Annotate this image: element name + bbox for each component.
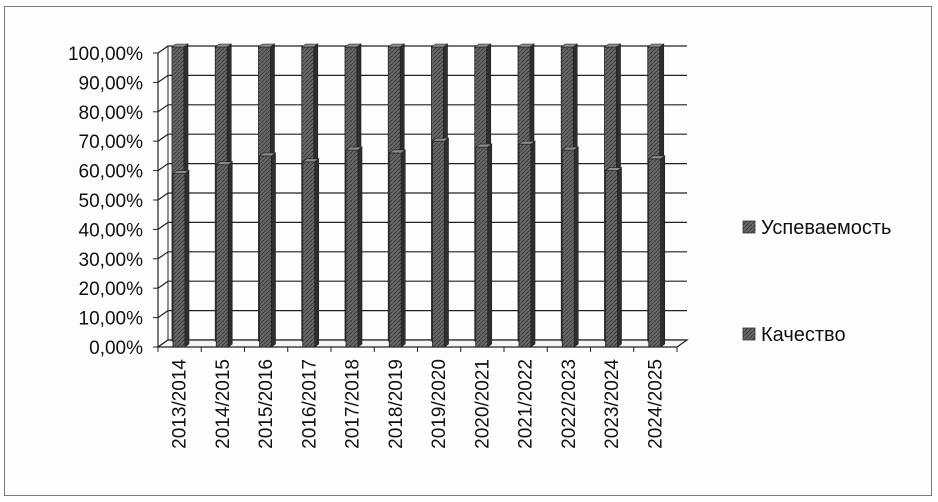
bar-quality — [561, 146, 580, 348]
bar-quality — [647, 155, 666, 348]
x-tick-label: 2021/2022 — [516, 359, 537, 449]
bar-quality — [345, 146, 363, 348]
x-tick-label: 2023/2024 — [602, 359, 623, 449]
y-tick-label: 60,00% — [79, 162, 144, 183]
x-tick-label: 2018/2019 — [386, 359, 407, 449]
y-tick-label: 40,00% — [79, 220, 144, 241]
y-tick-label: 70,00% — [79, 132, 144, 153]
x-tick-label: 2019/2020 — [429, 359, 450, 449]
x-tick-label: 2017/2018 — [343, 359, 364, 449]
y-axis-ticks: 0,00% 10,00% 20,00% 30,00% 40,00% 50,00% 60,00… — [68, 44, 158, 359]
bar-quality — [474, 143, 493, 348]
legend: Успеваемость Качество — [742, 217, 891, 346]
legend-label-success: Успеваемость — [761, 217, 891, 239]
x-tick-label: 2024/2025 — [645, 359, 666, 449]
legend-swatch-success — [742, 220, 756, 234]
y-tick-label: 90,00% — [79, 73, 144, 94]
legend-label-quality: Качество — [761, 324, 846, 346]
x-axis-ticks: 2013/2014 2014/2015 2015/2016 2016/2017 2017… — [157, 347, 678, 449]
chart-frame: 0,00% 10,00% 20,00% 30,00% 40,00% 50,00% 60,00… — [4, 6, 932, 496]
x-tick-label: 2022/2023 — [559, 359, 580, 449]
bar-chart: 0,00% 10,00% 20,00% 30,00% 40,00% 50,00% 60,00… — [68, 43, 891, 449]
x-tick-label: 2020/2021 — [472, 359, 493, 449]
y-tick-label: 10,00% — [79, 309, 144, 330]
bar-quality — [604, 167, 623, 348]
legend-swatch-quality — [742, 327, 756, 341]
x-tick-label: 2015/2016 — [256, 359, 277, 449]
x-tick-label: 2013/2014 — [170, 359, 191, 449]
y-tick-label: 80,00% — [79, 103, 144, 124]
y-tick-label: 50,00% — [79, 191, 144, 212]
gridlines — [156, 45, 689, 348]
bar-quality — [172, 169, 190, 348]
bar-quality — [215, 161, 234, 348]
bar-quality — [431, 137, 450, 348]
y-tick-label: 30,00% — [79, 250, 144, 271]
x-tick-label: 2016/2017 — [299, 359, 320, 449]
x-tick-label: 2014/2015 — [213, 359, 234, 449]
bar-quality — [518, 140, 536, 348]
y-tick-label: 100,00% — [68, 44, 143, 65]
bar-quality — [301, 158, 320, 348]
bars — [171, 43, 666, 348]
bar-quality — [388, 149, 407, 348]
bar-quality — [258, 152, 277, 348]
y-tick-label: 20,00% — [79, 279, 144, 300]
y-tick-label: 0,00% — [89, 338, 143, 359]
